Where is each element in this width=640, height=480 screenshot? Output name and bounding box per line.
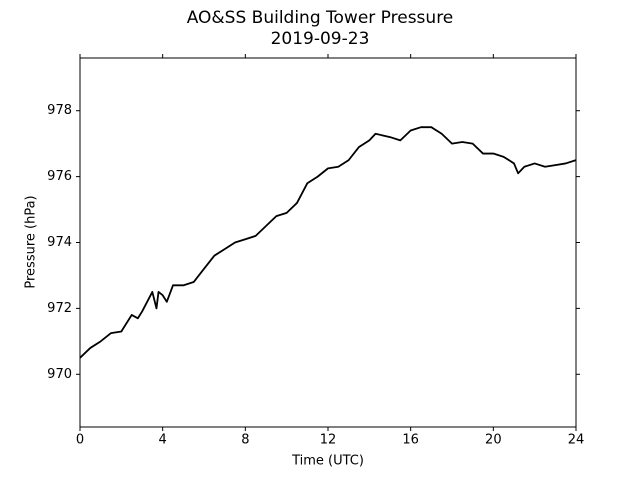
data-line bbox=[79, 126, 577, 359]
y-tick-label: 976 bbox=[47, 169, 72, 184]
y-axis-label: Pressure (hPa) bbox=[24, 195, 39, 288]
chart-subtitle: 2019-09-23 bbox=[271, 29, 370, 49]
x-tick-label: 0 bbox=[76, 433, 84, 448]
x-axis-label: Time (UTC) bbox=[291, 454, 364, 469]
x-tick-label: 4 bbox=[159, 433, 167, 448]
x-tick-label: 8 bbox=[241, 433, 249, 448]
x-tick-label: 20 bbox=[485, 433, 502, 448]
x-tick-label: 16 bbox=[402, 433, 419, 448]
x-tick-label: 24 bbox=[568, 433, 585, 448]
y-tick-label: 970 bbox=[47, 367, 72, 382]
plot-frame bbox=[79, 57, 577, 428]
x-tick-label: 12 bbox=[320, 433, 337, 448]
chart-title: AO&SS Building Tower Pressure bbox=[187, 8, 454, 28]
y-tick-label: 974 bbox=[47, 235, 72, 250]
y-tick-label: 972 bbox=[47, 301, 72, 316]
y-tick-label: 978 bbox=[47, 103, 72, 118]
